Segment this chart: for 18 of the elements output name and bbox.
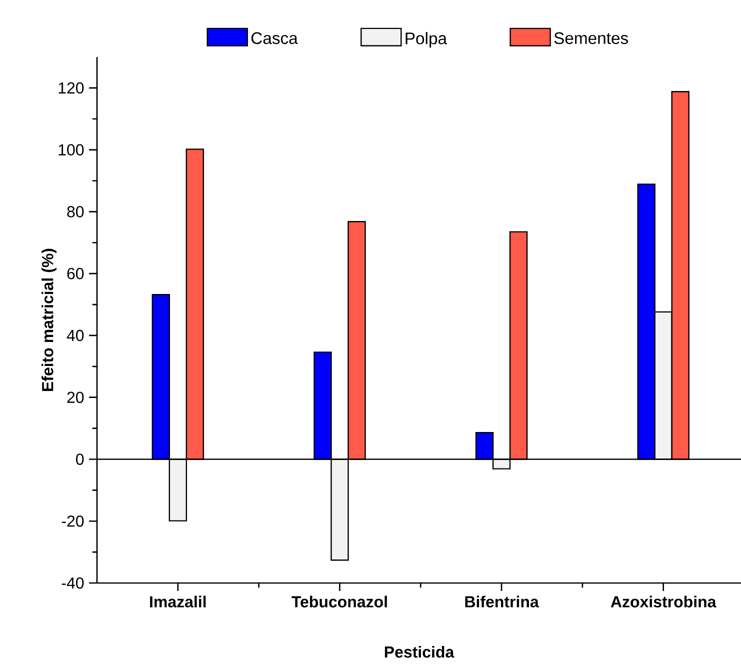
y-tick-label: 20: [67, 392, 84, 404]
y-tick-label: 40: [66, 330, 84, 342]
legend-label: Polpa: [406, 32, 448, 48]
legend-label: Sementes: [554, 32, 628, 44]
x-tick-label: Azoxistrobina: [610, 596, 716, 608]
y-tick-label: 0: [76, 454, 84, 465]
y-tick-label: 80: [67, 206, 84, 218]
y-axis-title: Efeito matricial (%): [42, 248, 56, 391]
x-axis-title: Pesticida: [384, 646, 454, 658]
y-tick-label: -20: [62, 515, 84, 527]
y-tick-label: 100: [58, 144, 84, 156]
y-tick-label: 120: [58, 82, 84, 94]
y-tick-label: -40: [62, 577, 84, 589]
x-tick-label: Bifentrina: [465, 596, 539, 608]
x-tick-label: Imazalil: [150, 596, 206, 608]
y-tick-label: 60: [67, 268, 84, 280]
legend-label: Casca: [251, 32, 298, 44]
x-tick-label: Tebuconazol: [292, 596, 387, 608]
